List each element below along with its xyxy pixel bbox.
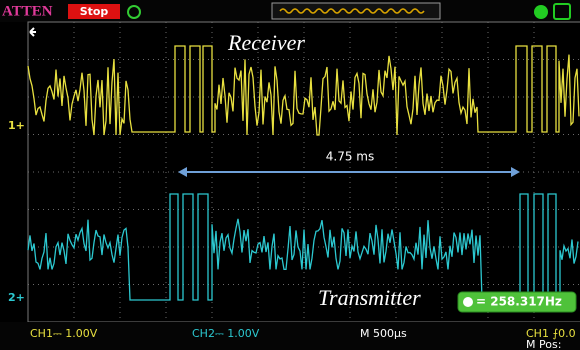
receiver-label: Receiver — [227, 30, 305, 55]
transmitter-label: Transmitter — [318, 285, 421, 310]
atten-label: ATTEN — [2, 3, 53, 19]
timebase: M 500μs — [360, 327, 407, 340]
ch2-marker: 2+ — [8, 291, 25, 304]
ch1-marker: 1+ — [8, 119, 25, 132]
horizontal-position: M Pos: — [526, 338, 561, 350]
frequency-value: = 258.317Hz — [476, 295, 562, 309]
usb-icon — [534, 5, 548, 19]
interval-label: 4.75 ms — [326, 150, 374, 164]
ch2-scale: CH2⎓ 1.00V — [192, 327, 260, 340]
oscilloscope-screen: ATTEN Stop 1+ 2+ Receiver 4.75 ms Transm… — [0, 0, 580, 350]
frequency-icon — [463, 297, 473, 307]
status-label: Stop — [80, 5, 109, 18]
ch1-scale: CH1⎓ 1.00V — [30, 327, 98, 340]
